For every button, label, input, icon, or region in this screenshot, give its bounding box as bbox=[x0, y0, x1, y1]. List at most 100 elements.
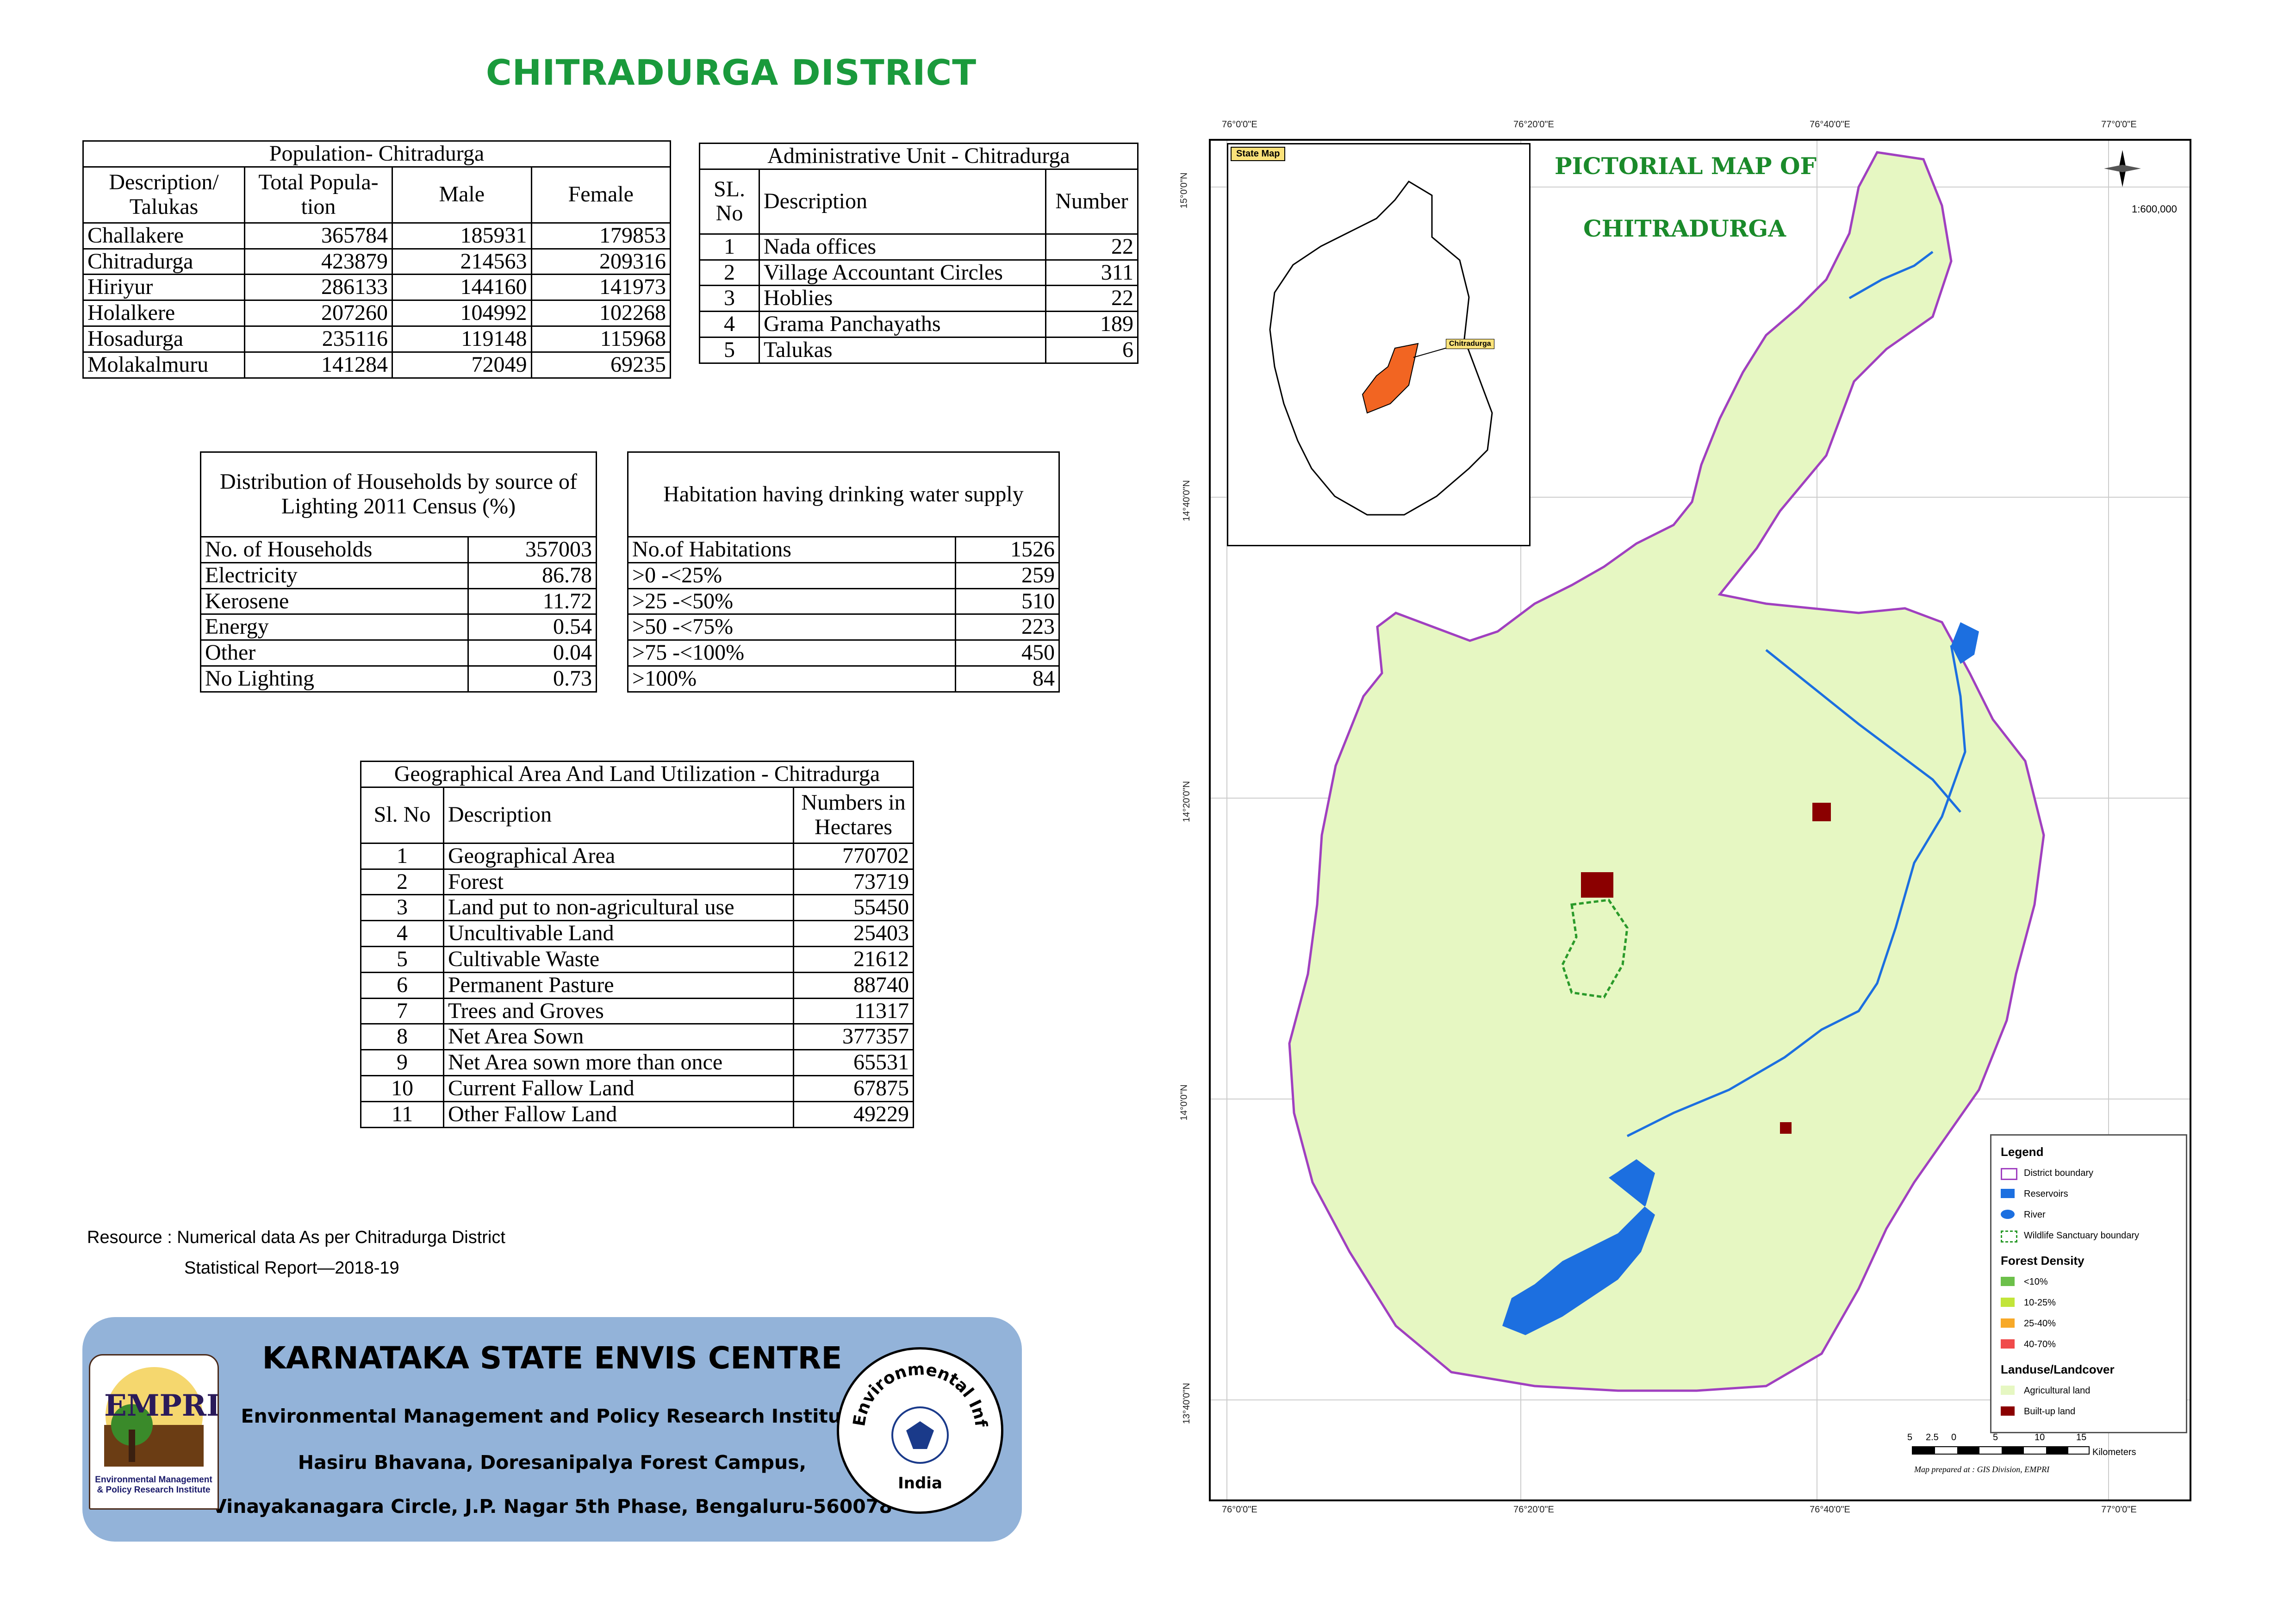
table-cell: 311 bbox=[1045, 259, 1139, 287]
col-header: Numbers in Hectares bbox=[793, 786, 914, 844]
empri-caption: Environmental Management & Policy Resear… bbox=[95, 1475, 212, 1495]
table-cell: 3 bbox=[699, 285, 760, 312]
scale-tick: 2.5 bbox=[1926, 1432, 1939, 1443]
lon-label: 76°0'0"E bbox=[1222, 1505, 1257, 1515]
table-cell: Energy bbox=[199, 613, 469, 641]
table-cell: No.of Habitations bbox=[627, 536, 956, 563]
lat-label: 13°40'0"N bbox=[1181, 1383, 1192, 1424]
table-row: Hiriyur 286133 144160 141973 bbox=[82, 274, 671, 301]
inset-label: State Map bbox=[1231, 147, 1286, 161]
table-cell: 102268 bbox=[530, 300, 671, 327]
table-row: 4 Grama Panchayaths 189 bbox=[699, 311, 1139, 338]
table-row: >50 -<75% 223 bbox=[627, 613, 1060, 641]
table-cell: Net Area sown more than once bbox=[443, 1049, 794, 1076]
envis-banner: KARNATAKA STATE ENVIS CENTRE Environment… bbox=[82, 1317, 1022, 1542]
banner-line-1: Environmental Management and Policy Rese… bbox=[241, 1405, 864, 1427]
banner-heading: KARNATAKA STATE ENVIS CENTRE bbox=[262, 1340, 842, 1376]
table-cell: 141284 bbox=[244, 351, 393, 379]
table-cell: 8 bbox=[360, 1023, 444, 1051]
table-cell: Other bbox=[199, 639, 469, 667]
col-header: SL. No bbox=[699, 168, 760, 235]
table-cell: 69235 bbox=[530, 351, 671, 379]
table-cell: 72049 bbox=[392, 351, 532, 379]
legend-landuse-title: Landuse/Landcover bbox=[2001, 1362, 2115, 1376]
lat-label: 14°0'0"N bbox=[1179, 1084, 1189, 1121]
table-cell: 7 bbox=[360, 997, 444, 1025]
envis-logo: Environmental Information System India bbox=[830, 1335, 1003, 1514]
table-cell: 423879 bbox=[244, 248, 393, 275]
table-row: 6 Permanent Pasture 88740 bbox=[360, 971, 914, 999]
table-cell: Village Accountant Circles bbox=[759, 259, 1046, 287]
builtup-area bbox=[1581, 872, 1613, 898]
table-row: Other 0.04 bbox=[199, 639, 597, 667]
banner-line-2: Hasiru Bhavana, Doresanipalya Forest Cam… bbox=[298, 1451, 807, 1474]
legend-landuse-item: Agricultural land bbox=[2024, 1386, 2091, 1396]
table-cell: 115968 bbox=[530, 325, 671, 353]
empri-logo-text: EMPRI bbox=[104, 1388, 218, 1423]
legend-forest-item: <10% bbox=[2024, 1277, 2048, 1287]
admin-table: Administrative Unit - Chitradurga SL. No… bbox=[699, 143, 1139, 364]
table-cell: 1 bbox=[360, 842, 444, 870]
district-map[interactable]: State Map Chitradurga PICTORIAL MAP OF C… bbox=[1209, 139, 2191, 1501]
table-cell: 104992 bbox=[392, 300, 532, 327]
map-legend: Legend District boundary Reservoirs Rive… bbox=[1990, 1134, 2187, 1433]
table-cell: 21612 bbox=[793, 945, 914, 973]
district-map-svg bbox=[1211, 141, 2190, 1499]
legend-item: Reservoirs bbox=[2024, 1189, 2068, 1199]
table-cell: 67875 bbox=[793, 1074, 914, 1102]
table-cell: Forest bbox=[443, 868, 794, 896]
legend-landuse-item: Built-up land bbox=[2024, 1406, 2076, 1417]
col-header: Total Popula-tion bbox=[244, 166, 393, 224]
lon-label: 76°20'0"E bbox=[1513, 1505, 1554, 1515]
table-cell: Holalkere bbox=[82, 300, 245, 327]
land-caption: Geographical Area And Land Utilization -… bbox=[360, 761, 914, 788]
table-cell: 1 bbox=[699, 233, 760, 261]
scale-tick: 5 bbox=[1907, 1432, 1913, 1443]
table-cell: 3 bbox=[360, 894, 444, 922]
lon-label: 76°0'0"E bbox=[1222, 119, 1257, 130]
table-cell: 4 bbox=[360, 920, 444, 947]
table-row: Hosadurga 235116 119148 115968 bbox=[82, 325, 671, 353]
table-cell: >75 -<100% bbox=[627, 639, 956, 667]
lon-label: 76°40'0"E bbox=[1810, 1505, 1850, 1515]
table-cell: Nada offices bbox=[759, 233, 1046, 261]
table-cell: Trees and Groves bbox=[443, 997, 794, 1025]
table-cell: 377357 bbox=[793, 1023, 914, 1051]
lighting-table: Distribution of Households by source of … bbox=[199, 451, 597, 693]
builtup-area bbox=[1780, 1122, 1792, 1134]
table-cell: Electricity bbox=[199, 562, 469, 589]
scale-tick: 0 bbox=[1951, 1432, 1957, 1443]
envis-india: India bbox=[898, 1474, 942, 1493]
table-cell: No Lighting bbox=[199, 665, 469, 693]
lon-label: 76°20'0"E bbox=[1513, 119, 1554, 130]
table-cell: 22 bbox=[1045, 285, 1139, 312]
table-cell: 2 bbox=[360, 868, 444, 896]
table-cell: Hiriyur bbox=[82, 274, 245, 301]
table-cell: 11.72 bbox=[467, 587, 597, 615]
table-cell: 144160 bbox=[392, 274, 532, 301]
table-cell: 259 bbox=[954, 562, 1060, 589]
table-cell: 84 bbox=[954, 665, 1060, 693]
table-cell: 88740 bbox=[793, 971, 914, 999]
table-row: Energy 0.54 bbox=[199, 613, 597, 641]
table-cell: No. of Households bbox=[199, 536, 469, 563]
table-cell: >100% bbox=[627, 665, 956, 693]
table-row: 7 Trees and Groves 11317 bbox=[360, 997, 914, 1025]
table-cell: 450 bbox=[954, 639, 1060, 667]
scale-ratio: 1:600,000 bbox=[2132, 203, 2177, 215]
table-row: 2 Village Accountant Circles 311 bbox=[699, 259, 1139, 287]
table-cell: Uncultivable Land bbox=[443, 920, 794, 947]
admin-caption: Administrative Unit - Chitradurga bbox=[699, 143, 1139, 170]
table-cell: 5 bbox=[360, 945, 444, 973]
lon-label: 77°0'0"E bbox=[2101, 119, 2137, 130]
legend-forest-item: 25-40% bbox=[2024, 1318, 2056, 1329]
map-title-2: CHITRADURGA bbox=[1583, 215, 1786, 242]
lighting-caption: Distribution of Households by source of … bbox=[200, 451, 597, 537]
table-cell: 5 bbox=[699, 336, 760, 364]
table-cell: 22 bbox=[1045, 233, 1139, 261]
legend-title: Legend bbox=[2001, 1145, 2044, 1159]
banner-line-3: Vinayakanagara Circle, J.P. Nagar 5th Ph… bbox=[212, 1495, 892, 1518]
state-map-inset: State Map Chitradurga bbox=[1227, 143, 1531, 546]
table-cell: Geographical Area bbox=[443, 842, 794, 870]
table-cell: 185931 bbox=[392, 222, 532, 250]
